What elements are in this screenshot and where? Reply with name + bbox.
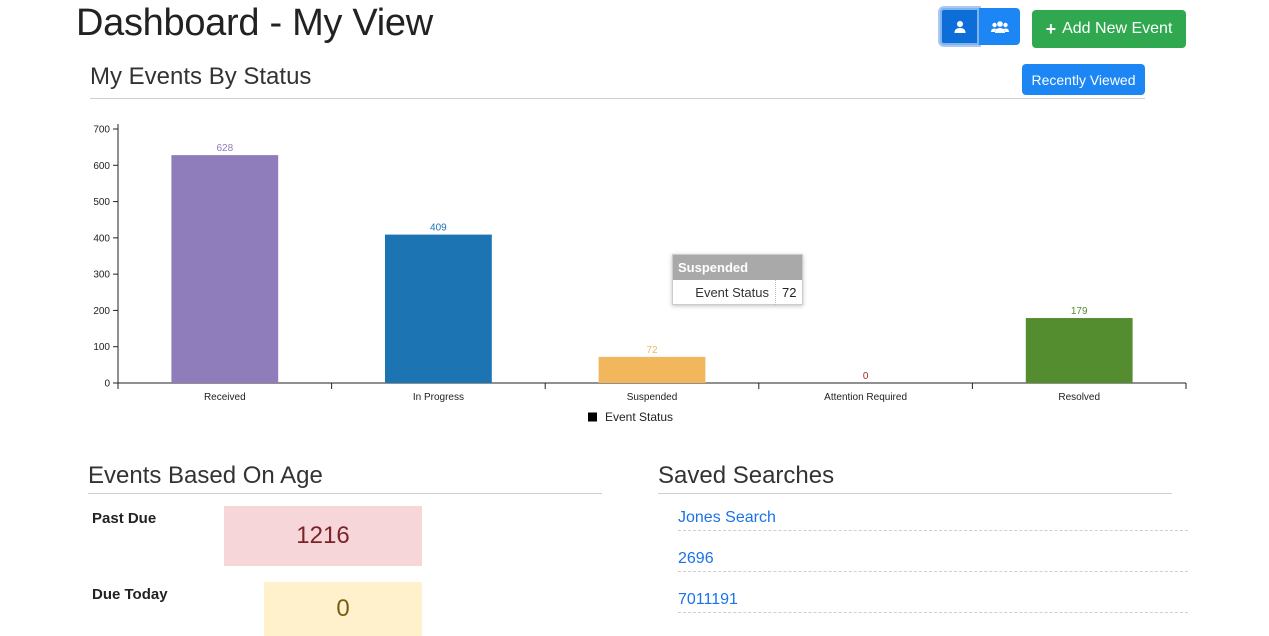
- x-tick-label: Received: [204, 392, 246, 403]
- bar-resolved: [1025, 318, 1133, 383]
- past-due-count[interactable]: 1216: [224, 506, 422, 566]
- y-tick-label: 0: [104, 379, 110, 390]
- y-tick-label: 300: [93, 270, 110, 281]
- x-tick-label: Attention Required: [824, 392, 907, 403]
- user-icon: [954, 20, 965, 33]
- tooltip-title: Suspended: [673, 255, 802, 280]
- events-by-status-title: My Events By Status: [90, 63, 312, 90]
- bar-value-label: 179: [1071, 306, 1088, 317]
- x-tick-label: In Progress: [413, 392, 464, 403]
- saved-search-link[interactable]: 2696: [678, 550, 714, 567]
- bar-value-label: 72: [646, 345, 658, 356]
- saved-searches-divider: [658, 493, 1172, 494]
- y-tick-label: 200: [93, 306, 110, 317]
- y-tick-label: 100: [93, 342, 110, 353]
- chart-tooltip: Suspended Event Status 72: [672, 254, 803, 305]
- my-view-button[interactable]: [940, 8, 979, 45]
- y-tick-label: 500: [93, 197, 110, 208]
- add-new-event-label: Add New Event: [1062, 20, 1173, 37]
- events-based-on-age-title: Events Based On Age: [88, 462, 323, 489]
- list-divider: [678, 612, 1188, 613]
- events-by-status-chart: 0 100 200 300 400 500 600 700 628 Received 409 In P…: [93, 124, 1187, 424]
- bar-value-label: 0: [863, 371, 869, 382]
- age-divider: [88, 493, 602, 494]
- plus-icon: +: [1045, 18, 1057, 39]
- saved-search-link[interactable]: Jones Search: [678, 509, 776, 526]
- recently-viewed-button[interactable]: Recently Viewed: [1022, 64, 1145, 95]
- legend-swatch: [588, 412, 597, 422]
- users-icon: [990, 20, 1009, 33]
- y-tick-label: 600: [93, 161, 110, 172]
- saved-search-link[interactable]: 7011191: [678, 591, 738, 608]
- page-title: Dashboard - My View: [76, 2, 433, 44]
- due-today-count[interactable]: 0: [264, 582, 422, 636]
- due-today-label: Due Today: [92, 586, 168, 603]
- saved-searches-title: Saved Searches: [658, 462, 835, 489]
- team-view-button[interactable]: [979, 8, 1020, 45]
- list-divider: [678, 530, 1188, 531]
- x-tick-label: Resolved: [1058, 392, 1100, 403]
- bar-suspended: [598, 356, 706, 383]
- bar-received: [171, 155, 279, 383]
- list-divider: [678, 571, 1188, 572]
- y-tick-label: 400: [93, 233, 110, 244]
- section-divider: [90, 98, 1145, 99]
- legend-label: Event Status: [605, 410, 673, 424]
- add-new-event-button[interactable]: + Add New Event: [1032, 10, 1186, 48]
- y-tick-label: 700: [93, 125, 110, 136]
- tooltip-series: Event Status: [673, 280, 776, 305]
- past-due-label: Past Due: [92, 510, 157, 527]
- x-tick-label: Suspended: [627, 392, 678, 403]
- tooltip-value: 72: [782, 285, 797, 300]
- bar-value-label: 409: [430, 223, 447, 234]
- bar-in-progress: [385, 234, 492, 383]
- bar-value-label: 628: [216, 143, 233, 154]
